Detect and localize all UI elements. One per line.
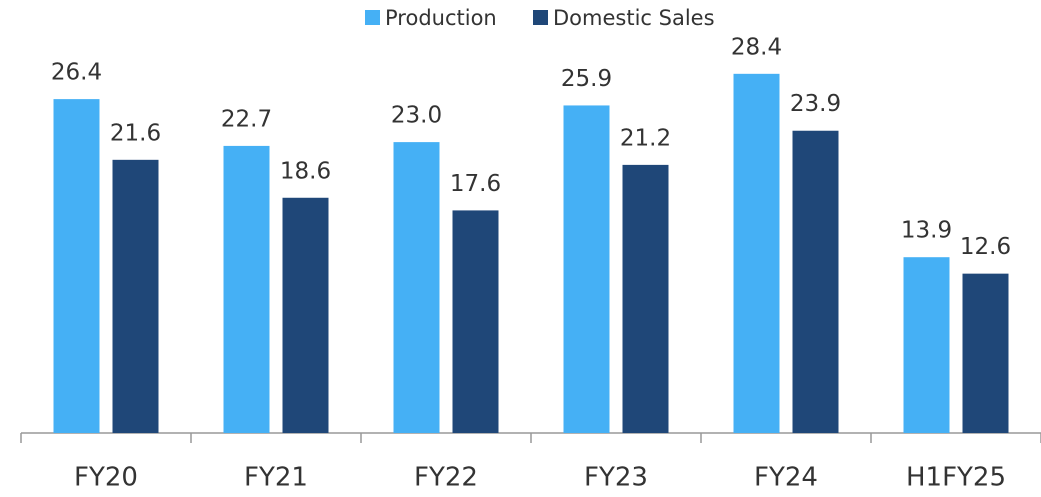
x-tick-label: FY22 bbox=[414, 463, 478, 493]
value-label: 25.9 bbox=[561, 66, 612, 92]
legend-swatch bbox=[365, 10, 380, 25]
bar bbox=[112, 159, 159, 433]
value-label: 12.6 bbox=[960, 234, 1011, 260]
bar bbox=[223, 145, 270, 434]
value-label: 22.7 bbox=[221, 106, 272, 132]
bar bbox=[282, 197, 329, 433]
x-tick-label: H1FY25 bbox=[906, 463, 1006, 493]
x-tick-label: FY21 bbox=[244, 463, 308, 493]
x-tick-label: FY24 bbox=[754, 463, 818, 493]
x-tick-label: FY20 bbox=[74, 463, 138, 493]
legend-label: Production bbox=[385, 6, 497, 30]
bar bbox=[792, 130, 839, 433]
bar bbox=[733, 73, 780, 433]
value-label: 21.6 bbox=[110, 120, 161, 146]
value-label: 13.9 bbox=[901, 218, 952, 244]
value-label: 23.0 bbox=[391, 103, 442, 129]
bar bbox=[903, 257, 950, 433]
bar bbox=[452, 210, 499, 433]
value-label: 23.9 bbox=[790, 91, 841, 117]
bar bbox=[622, 164, 669, 433]
bar bbox=[393, 142, 440, 433]
x-tick-label: FY23 bbox=[584, 463, 648, 493]
bar bbox=[53, 99, 100, 433]
value-label: 17.6 bbox=[450, 171, 501, 197]
legend-swatch bbox=[533, 10, 548, 25]
value-label: 28.4 bbox=[731, 34, 782, 60]
value-label: 21.2 bbox=[620, 125, 671, 151]
value-label: 26.4 bbox=[51, 60, 102, 86]
value-label: 18.6 bbox=[280, 158, 331, 184]
legend-label: Domestic Sales bbox=[553, 6, 715, 30]
bar bbox=[563, 105, 610, 434]
bar bbox=[962, 273, 1009, 433]
